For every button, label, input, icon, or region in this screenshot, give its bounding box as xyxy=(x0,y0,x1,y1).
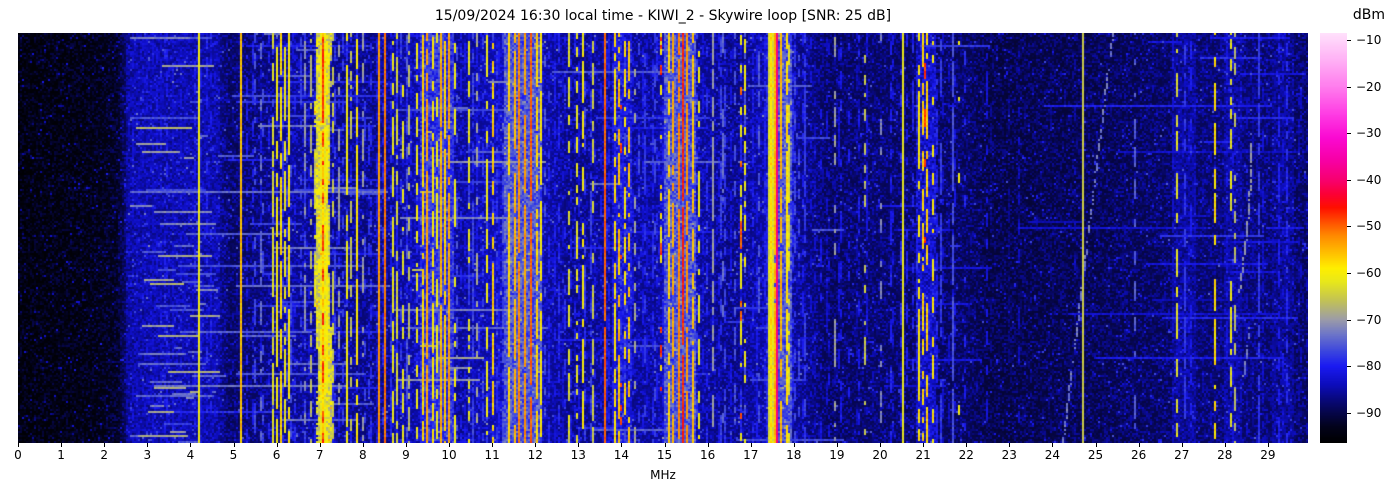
colorbar-tick-label: −90 xyxy=(1356,405,1382,420)
colorbar-unit-label: dBm xyxy=(1352,7,1386,23)
x-tick-label: 24 xyxy=(1044,448,1061,462)
x-tick-mark xyxy=(880,443,881,447)
x-tick-label: 29 xyxy=(1260,448,1276,462)
x-tick-label: 10 xyxy=(441,448,457,462)
x-tick-label: 17 xyxy=(743,448,759,462)
x-tick-mark xyxy=(836,443,838,447)
x-tick-mark xyxy=(1224,443,1226,447)
colorbar-tick-label: −20 xyxy=(1356,79,1382,94)
colorbar-tick-mark xyxy=(1347,272,1351,274)
colorbar-tick-mark xyxy=(1347,133,1351,135)
x-tick-label: 4 xyxy=(186,448,195,462)
x-tick-label: 26 xyxy=(1130,448,1147,462)
colorbar-tick-mark xyxy=(1347,86,1351,88)
spectrogram-heatmap xyxy=(18,33,1308,443)
x-tick-mark xyxy=(1267,443,1269,447)
x-tick-label: 22 xyxy=(958,448,974,462)
x-tick-mark xyxy=(18,443,19,447)
colorbar-tick-mark xyxy=(1347,39,1351,41)
x-tick-mark xyxy=(750,443,752,447)
x-tick-label: 13 xyxy=(570,448,586,462)
x-tick-label: 21 xyxy=(915,448,931,462)
colorbar-tick-label: −30 xyxy=(1356,126,1382,141)
colorbar-gradient xyxy=(1320,33,1347,443)
x-tick-mark xyxy=(1052,443,1054,447)
x-tick-mark xyxy=(535,443,537,447)
x-tick-mark xyxy=(578,443,580,447)
x-tick-label: 7 xyxy=(315,448,324,462)
colorbar-tick-label: −80 xyxy=(1356,359,1382,374)
x-tick-mark xyxy=(1181,443,1183,447)
x-tick-mark xyxy=(966,443,968,447)
x-tick-mark xyxy=(449,443,450,447)
x-tick-label: 3 xyxy=(143,448,152,462)
colorbar-tick-mark xyxy=(1347,179,1351,181)
x-tick-mark xyxy=(664,443,666,447)
x-tick-mark xyxy=(319,443,321,447)
x-tick-label: 16 xyxy=(699,448,716,462)
x-axis-unit-label: MHz xyxy=(650,468,676,482)
x-tick-mark xyxy=(621,443,623,447)
x-tick-mark xyxy=(147,443,149,447)
x-tick-mark xyxy=(1009,443,1011,447)
x-tick-label: 5 xyxy=(229,448,238,462)
x-tick-mark xyxy=(104,443,106,447)
x-tick-label: 27 xyxy=(1174,448,1190,462)
x-tick-label: 8 xyxy=(358,448,367,462)
x-tick-label: 25 xyxy=(1087,448,1104,462)
colorbar-tick-label: −10 xyxy=(1356,32,1382,47)
x-tick-mark xyxy=(492,443,494,447)
plot-title: 15/09/2024 16:30 local time - KIWI_2 - S… xyxy=(434,8,892,24)
x-tick-label: 23 xyxy=(1001,448,1017,462)
x-tick-label: 12 xyxy=(527,448,543,462)
x-tick-mark xyxy=(923,443,925,447)
x-tick-label: 2 xyxy=(100,448,109,462)
x-tick-label: 6 xyxy=(272,448,281,462)
x-tick-label: 18 xyxy=(786,448,802,462)
x-tick-mark xyxy=(276,443,278,447)
x-tick-mark xyxy=(405,443,407,447)
x-tick-mark xyxy=(1138,443,1140,447)
x-tick-label: 1 xyxy=(57,448,65,462)
x-tick-label: 19 xyxy=(829,448,845,462)
colorbar-tick-label: −70 xyxy=(1356,312,1382,327)
colorbar-tick-mark xyxy=(1347,366,1351,368)
colorbar-tick-label: −60 xyxy=(1356,265,1382,280)
x-tick-mark xyxy=(1095,443,1097,447)
x-tick-label: 9 xyxy=(402,448,410,462)
x-tick-label: 20 xyxy=(872,448,888,462)
colorbar-tick-mark xyxy=(1347,319,1351,321)
x-tick-mark xyxy=(233,443,235,447)
x-tick-mark xyxy=(190,443,192,447)
colorbar-tick-label: −50 xyxy=(1356,219,1382,234)
x-tick-label: 14 xyxy=(613,448,630,462)
x-tick-label: 15 xyxy=(656,448,673,462)
x-tick-mark xyxy=(707,443,709,447)
colorbar-tick-mark xyxy=(1347,226,1351,228)
x-tick-mark xyxy=(362,443,364,447)
x-tick-mark xyxy=(61,443,63,447)
x-tick-mark xyxy=(793,443,795,447)
x-tick-label: 28 xyxy=(1217,448,1233,462)
x-tick-label: 11 xyxy=(484,448,500,462)
x-tick-label: 0 xyxy=(14,448,22,462)
colorbar-tick-mark xyxy=(1347,412,1351,414)
colorbar-tick-label: −40 xyxy=(1356,172,1382,187)
